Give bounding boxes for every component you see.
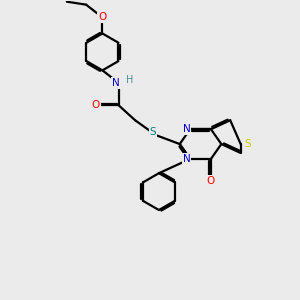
Text: O: O <box>92 100 100 110</box>
Text: O: O <box>207 176 215 186</box>
Text: O: O <box>98 12 106 22</box>
Text: S: S <box>245 139 251 149</box>
Text: H: H <box>125 75 133 85</box>
Text: N: N <box>183 124 190 134</box>
Text: S: S <box>150 127 156 137</box>
Text: N: N <box>183 154 190 164</box>
Text: N: N <box>112 78 120 88</box>
